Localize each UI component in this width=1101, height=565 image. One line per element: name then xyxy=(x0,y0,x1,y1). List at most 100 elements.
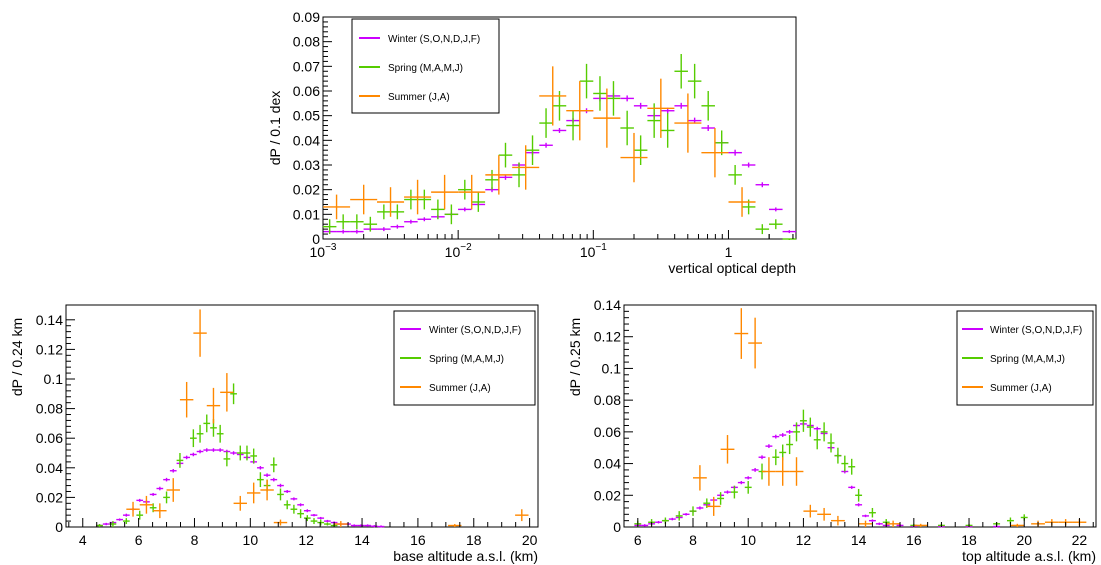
data-point xyxy=(620,110,634,146)
data-point xyxy=(458,179,472,200)
x-tick-label: 10−3 xyxy=(310,242,337,260)
x-axis-title: base altitude a.s.l. (km) xyxy=(393,548,538,564)
data-point xyxy=(734,308,749,359)
data-point xyxy=(377,525,385,528)
data-point xyxy=(701,128,729,178)
data-point xyxy=(458,174,486,210)
data-point xyxy=(277,483,284,488)
data-point xyxy=(257,466,264,470)
data-point xyxy=(817,507,832,521)
data-point xyxy=(728,187,756,217)
data-point xyxy=(593,88,621,148)
data-point xyxy=(317,516,325,520)
x-tick-label: 14 xyxy=(354,532,370,548)
legend-label-winter: Winter (S,O,N,D,J,F) xyxy=(990,325,1082,336)
x-tick-label: 8 xyxy=(689,532,697,548)
data-point xyxy=(190,452,197,457)
data-point xyxy=(834,447,842,464)
data-point xyxy=(310,518,318,525)
data-point xyxy=(290,504,298,514)
data-point xyxy=(806,417,814,437)
data-point xyxy=(404,189,418,210)
base-altitude-panel: 0 0.02 0.04 0.06 0.08 0.1 0.12 0.14 4 6 8 10 12 14 16 1… xyxy=(9,304,539,564)
data-point xyxy=(525,135,540,165)
data-point xyxy=(370,525,378,528)
data-point xyxy=(789,457,804,486)
data-point xyxy=(179,381,194,418)
data-point xyxy=(647,103,661,138)
x-axis-title: top altitude a.s.l. (km) xyxy=(962,548,1096,564)
data-point xyxy=(772,449,780,466)
data-point xyxy=(566,110,580,141)
data-point xyxy=(334,521,348,527)
data-point xyxy=(324,522,331,526)
data-point xyxy=(539,66,567,126)
data-point xyxy=(102,522,110,526)
data-point xyxy=(862,514,869,518)
data-point xyxy=(431,199,445,220)
data-point xyxy=(855,488,863,502)
data-point xyxy=(620,95,634,102)
y-tick-label: 0.04 xyxy=(594,456,621,472)
data-point xyxy=(404,179,432,215)
y-tick-label: 0.06 xyxy=(293,83,320,99)
data-point xyxy=(855,503,863,507)
y-axis-title: dP / 0.24 km xyxy=(9,318,25,396)
data-point xyxy=(579,63,594,99)
data-point xyxy=(803,504,818,518)
data-point xyxy=(270,457,278,473)
data-point xyxy=(448,524,462,527)
data-point xyxy=(793,422,800,442)
x-tick-label: 14 xyxy=(851,532,867,548)
x-tick-label: 1 xyxy=(725,244,733,260)
data-point xyxy=(831,515,845,526)
data-point xyxy=(277,488,284,501)
data-point xyxy=(660,113,675,148)
series-spring xyxy=(634,409,1028,527)
data-point xyxy=(724,490,731,494)
data-point xyxy=(744,481,752,494)
data-point xyxy=(283,490,291,493)
data-point xyxy=(485,169,499,190)
series-summer xyxy=(126,309,529,527)
x-tick-label: 18 xyxy=(466,532,482,548)
data-point xyxy=(390,224,405,229)
data-point xyxy=(96,524,103,527)
data-point xyxy=(675,511,683,521)
legend: Winter (S,O,N,D,J,F) Spring (M,A,M,J) Su… xyxy=(956,310,1094,406)
data-point xyxy=(139,495,154,514)
data-point xyxy=(149,492,157,496)
data-point xyxy=(377,187,405,217)
data-point xyxy=(390,204,405,220)
data-point xyxy=(210,448,217,452)
data-point xyxy=(203,414,211,433)
data-point xyxy=(190,429,197,448)
data-point xyxy=(913,523,928,527)
data-point xyxy=(566,81,594,141)
data-point xyxy=(216,424,224,443)
data-point xyxy=(886,520,901,527)
data-point xyxy=(290,497,298,501)
y-tick-label: 0.14 xyxy=(36,312,63,328)
y-axis-title: dP / 0.1 dex xyxy=(267,91,283,165)
axis-layer: 0 0.02 0.04 0.06 0.08 0.1 0.12 0.14 6 8 10 12 14 16 18… xyxy=(594,297,1094,548)
y-tick-label: 0.04 xyxy=(36,460,63,476)
data-point xyxy=(858,520,873,527)
data-point xyxy=(417,189,432,210)
data-point xyxy=(641,524,649,527)
data-point xyxy=(737,481,745,485)
data-point xyxy=(260,479,274,501)
legend-label-summer: Summer (J,A) xyxy=(429,383,491,394)
y-tick-label: 0.03 xyxy=(293,157,320,173)
data-point xyxy=(169,468,177,473)
data-point xyxy=(116,518,123,521)
axis-layer: 0 0.01 0.02 0.03 0.04 0.05 0.06 0.07 0.08 0.09 10−… xyxy=(293,9,794,260)
data-point xyxy=(786,435,794,455)
y-tick-label: 0.08 xyxy=(293,34,320,50)
optical-depth-panel: 0 0.01 0.02 0.03 0.04 0.05 0.06 0.07 0.08 0.09 10−… xyxy=(267,9,797,276)
x-tick-label: 16 xyxy=(906,532,922,548)
data-point xyxy=(216,448,224,452)
legend: Winter (S,O,N,D,J,F) Spring (M,A,M,J) Su… xyxy=(351,18,500,114)
data-point xyxy=(444,204,459,225)
y-tick-label: 0.04 xyxy=(293,132,320,148)
